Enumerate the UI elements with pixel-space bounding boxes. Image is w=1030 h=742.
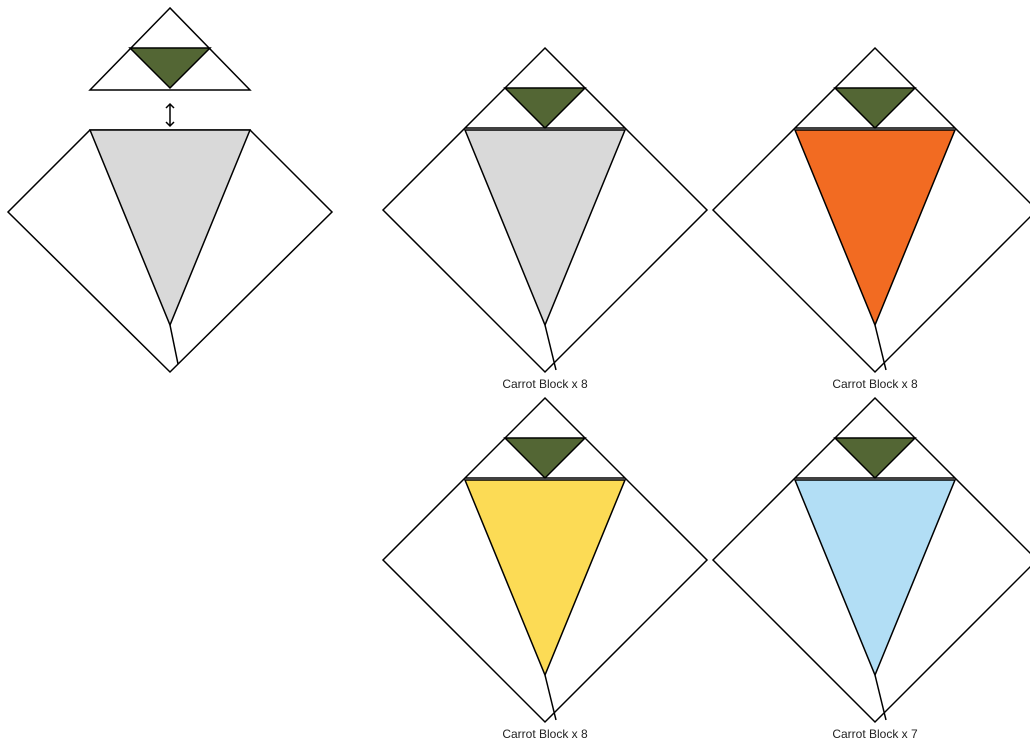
carrot-block: Carrot Block x 7 <box>711 396 1030 741</box>
carrot-top <box>833 437 917 480</box>
carrot-body <box>463 129 627 327</box>
exploded-block <box>6 6 334 374</box>
seam <box>874 674 887 721</box>
seam <box>544 324 557 371</box>
block-label: Carrot Block x 7 <box>832 727 918 741</box>
carrot-top <box>128 47 212 90</box>
carrot-block: Carrot Block x 8 <box>381 46 709 391</box>
seam <box>544 674 557 721</box>
carrot-body <box>793 479 957 677</box>
carrot-body <box>463 479 627 677</box>
carrot-block: Carrot Block x 8 <box>381 396 709 741</box>
block-label: Carrot Block x 8 <box>832 377 918 391</box>
block-label: Carrot Block x 8 <box>502 727 588 741</box>
carrot-body <box>793 129 957 327</box>
seam <box>169 324 179 365</box>
seam <box>874 324 887 371</box>
carrot-top <box>503 437 587 480</box>
carrot-top <box>833 87 917 130</box>
block-label: Carrot Block x 8 <box>502 377 588 391</box>
carrot-body <box>88 129 252 327</box>
carrot-block: Carrot Block x 8 <box>711 46 1030 391</box>
carrot-top <box>503 87 587 130</box>
separation-arrow <box>165 102 175 128</box>
